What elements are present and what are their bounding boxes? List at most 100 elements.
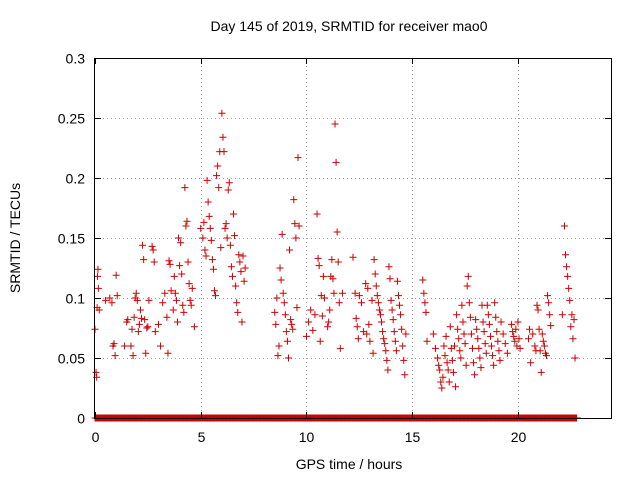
- data-point: [188, 284, 196, 292]
- data-point: [567, 323, 575, 331]
- plot-frame: [94, 58, 612, 419]
- data-point: [335, 299, 343, 307]
- data-point: [295, 222, 303, 230]
- data-point: [511, 337, 519, 345]
- data-point: [381, 340, 389, 348]
- data-point: [491, 299, 499, 307]
- data-point: [319, 272, 327, 280]
- data-point: [278, 230, 286, 238]
- data-point: [294, 154, 302, 162]
- data-point: [400, 356, 408, 364]
- data-point: [240, 277, 248, 285]
- data-point: [568, 311, 576, 319]
- data-point: [183, 217, 191, 225]
- data-point: [351, 289, 359, 297]
- data-point: [203, 176, 211, 184]
- data-point: [544, 292, 552, 300]
- data-point: [175, 234, 183, 242]
- y-tick-label: 0.25: [58, 111, 85, 127]
- data-point: [448, 356, 456, 364]
- data-point: [151, 328, 159, 336]
- data-point: [164, 349, 172, 357]
- data-point: [453, 311, 461, 319]
- data-point: [459, 318, 467, 326]
- data-point: [236, 258, 244, 266]
- data-point: [290, 196, 298, 204]
- data-point: [420, 289, 428, 297]
- data-point: [349, 253, 357, 261]
- data-point: [206, 224, 214, 232]
- data-point: [546, 311, 554, 319]
- data-point: [233, 299, 241, 307]
- data-point: [202, 252, 210, 260]
- data-point: [291, 220, 299, 228]
- data-point: [121, 342, 129, 350]
- data-point: [320, 294, 328, 302]
- data-point: [338, 289, 346, 297]
- data-point: [483, 301, 491, 309]
- data-point: [390, 328, 398, 336]
- data-point: [385, 263, 393, 271]
- data-point: [440, 342, 448, 350]
- data-point: [570, 316, 578, 324]
- y-tick-label: 0.15: [58, 231, 85, 247]
- data-point: [438, 384, 446, 392]
- data-point: [205, 212, 213, 220]
- data-point: [512, 325, 520, 333]
- data-point: [140, 256, 148, 264]
- data-point: [443, 359, 451, 367]
- data-point: [316, 337, 324, 345]
- data-point: [212, 292, 220, 300]
- data-point: [182, 222, 190, 230]
- data-point: [510, 332, 518, 340]
- data-point: [547, 322, 555, 330]
- data-point: [535, 325, 543, 333]
- data-point: [445, 378, 453, 386]
- data-point: [332, 158, 340, 166]
- data-point: [161, 289, 169, 297]
- data-point: [217, 244, 225, 252]
- axis-ticks: [95, 58, 611, 419]
- data-point: [124, 316, 132, 324]
- data-point: [94, 272, 102, 280]
- data-point: [318, 312, 326, 320]
- data-point: [288, 320, 296, 328]
- data-point: [208, 256, 216, 264]
- data-point: [472, 316, 480, 324]
- data-point: [516, 344, 524, 352]
- data-point: [329, 275, 337, 283]
- data-point: [354, 335, 362, 343]
- data-point: [439, 373, 447, 381]
- data-point: [213, 172, 221, 180]
- data-point: [452, 383, 460, 391]
- data-point: [226, 241, 234, 249]
- data-point: [199, 234, 207, 242]
- data-point: [286, 246, 294, 254]
- data-point: [231, 232, 239, 240]
- data-point: [493, 328, 501, 336]
- data-point: [235, 251, 243, 259]
- data-point: [383, 356, 391, 364]
- data-point: [486, 332, 494, 340]
- data-point: [378, 318, 386, 326]
- data-point: [379, 328, 387, 336]
- data-point: [485, 320, 493, 328]
- data-point: [154, 320, 162, 328]
- data-point: [566, 296, 574, 304]
- data-point: [488, 342, 496, 350]
- data-point: [92, 368, 100, 376]
- data-point: [474, 335, 482, 343]
- data-point: [431, 344, 439, 352]
- data-point: [538, 330, 546, 338]
- data-point: [371, 270, 379, 278]
- data-point: [429, 330, 437, 338]
- data-point: [435, 361, 443, 369]
- data-point: [169, 306, 177, 314]
- data-point: [181, 184, 189, 192]
- data-point: [241, 264, 249, 272]
- data-point: [569, 335, 577, 343]
- data-point: [314, 254, 322, 262]
- data-point: [185, 280, 193, 288]
- data-point: [464, 272, 472, 280]
- data-point: [515, 335, 523, 343]
